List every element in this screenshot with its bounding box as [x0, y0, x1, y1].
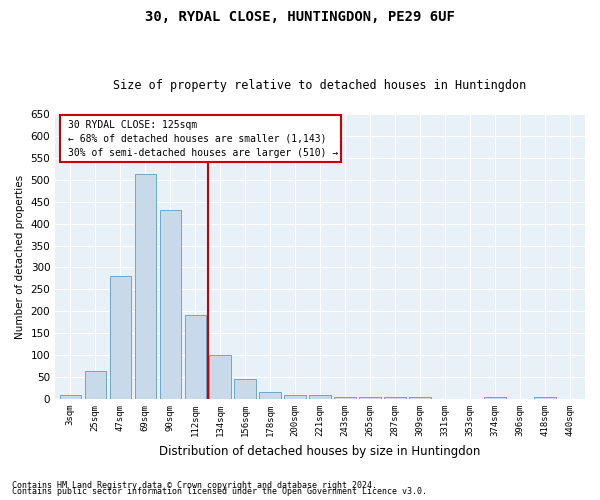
- Text: 30, RYDAL CLOSE, HUNTINGDON, PE29 6UF: 30, RYDAL CLOSE, HUNTINGDON, PE29 6UF: [145, 10, 455, 24]
- Text: 30% of semi-detached houses are larger (510) →: 30% of semi-detached houses are larger (…: [68, 148, 338, 158]
- X-axis label: Distribution of detached houses by size in Huntingdon: Distribution of detached houses by size …: [160, 444, 481, 458]
- Text: 30 RYDAL CLOSE: 125sqm: 30 RYDAL CLOSE: 125sqm: [68, 120, 197, 130]
- Bar: [359, 397, 380, 399]
- Bar: [535, 398, 556, 399]
- Bar: [59, 394, 81, 399]
- FancyBboxPatch shape: [61, 116, 341, 162]
- Bar: [110, 276, 131, 399]
- Bar: [235, 379, 256, 399]
- Bar: [385, 397, 406, 399]
- Bar: [259, 392, 281, 399]
- Bar: [310, 394, 331, 399]
- Bar: [209, 355, 231, 399]
- Bar: [134, 174, 156, 399]
- Text: Contains public sector information licensed under the Open Government Licence v3: Contains public sector information licen…: [12, 487, 427, 496]
- Bar: [409, 398, 431, 399]
- Bar: [185, 315, 206, 399]
- Y-axis label: Number of detached properties: Number of detached properties: [15, 174, 25, 338]
- Bar: [284, 394, 306, 399]
- Title: Size of property relative to detached houses in Huntingdon: Size of property relative to detached ho…: [113, 79, 527, 92]
- Bar: [85, 370, 106, 399]
- Text: Contains HM Land Registry data © Crown copyright and database right 2024.: Contains HM Land Registry data © Crown c…: [12, 481, 377, 490]
- Bar: [484, 398, 506, 399]
- Bar: [334, 398, 356, 399]
- Bar: [160, 210, 181, 399]
- Text: ← 68% of detached houses are smaller (1,143): ← 68% of detached houses are smaller (1,…: [68, 134, 327, 144]
